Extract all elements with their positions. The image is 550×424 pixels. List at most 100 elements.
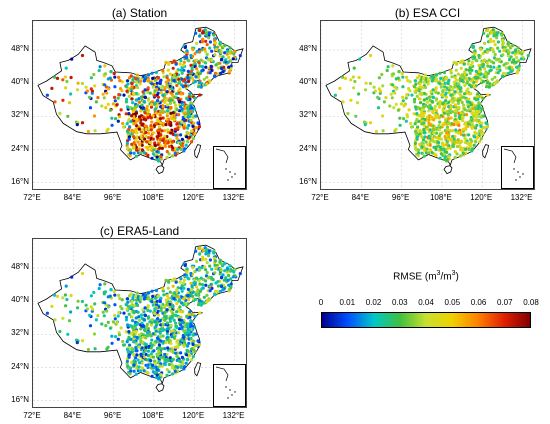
- station-point: [415, 94, 419, 98]
- station-point: [434, 146, 438, 150]
- station-point: [161, 334, 165, 338]
- station-point: [150, 71, 154, 75]
- station-point: [117, 75, 121, 79]
- station-point: [209, 64, 213, 68]
- station-point: [146, 146, 150, 150]
- station-point: [154, 329, 159, 333]
- station-point: [144, 130, 148, 135]
- station-point: [221, 273, 225, 277]
- station-point: [92, 114, 97, 118]
- station-point: [199, 303, 203, 307]
- station-point: [64, 284, 68, 288]
- station-point: [200, 287, 204, 291]
- station-point: [145, 140, 149, 144]
- station-point: [495, 31, 499, 35]
- x-tick-label: 84°E: [63, 193, 82, 202]
- station-point: [158, 331, 162, 335]
- station-point: [70, 275, 74, 279]
- station-point: [441, 143, 445, 148]
- station-point: [138, 151, 143, 155]
- station-point: [178, 80, 182, 84]
- station-point: [185, 49, 189, 53]
- station-point: [197, 125, 202, 129]
- station-point: [202, 77, 206, 81]
- station-point: [441, 108, 445, 112]
- station-point: [157, 376, 161, 380]
- station-point: [420, 151, 424, 155]
- station-point: [128, 343, 132, 347]
- station-point: [393, 91, 397, 95]
- station-point: [491, 28, 495, 32]
- panel-station: (a) Station 48°N 40°N 32°N 24°N 16°N 72°E 84°E…: [11, 6, 247, 202]
- station-point: [429, 115, 433, 119]
- station-point: [132, 151, 136, 155]
- station-point: [173, 151, 177, 155]
- station-point: [156, 317, 160, 321]
- station-point: [85, 89, 89, 93]
- station-point: [164, 358, 168, 362]
- station-point: [394, 102, 398, 106]
- station-point: [382, 100, 386, 104]
- station-point: [125, 89, 129, 93]
- south-china-sea-inset: [501, 146, 534, 189]
- station-point: [164, 123, 168, 127]
- station-point: [419, 101, 423, 105]
- station-point: [126, 364, 130, 368]
- station-point: [226, 60, 230, 64]
- station-point: [462, 76, 466, 80]
- station-point: [140, 361, 144, 365]
- station-point: [440, 131, 444, 135]
- station-point: [171, 364, 175, 368]
- station-point: [116, 96, 120, 100]
- station-point: [119, 108, 123, 112]
- station-point: [178, 305, 182, 309]
- station-point: [138, 143, 142, 147]
- station-point: [174, 76, 178, 80]
- station-point: [182, 340, 187, 344]
- station-point: [433, 104, 437, 108]
- station-point: [106, 127, 110, 131]
- station-point: [219, 50, 223, 54]
- station-point: [164, 140, 168, 144]
- station-point: [131, 101, 135, 105]
- station-point: [193, 132, 197, 136]
- station-point: [86, 129, 90, 134]
- station-point: [198, 268, 202, 272]
- station-point: [130, 97, 134, 101]
- station-point: [208, 46, 212, 50]
- station-point: [138, 300, 142, 304]
- station-point: [194, 293, 198, 297]
- station-point: [143, 111, 147, 115]
- station-point: [409, 121, 413, 126]
- station-point: [103, 64, 107, 68]
- station-point: [167, 78, 171, 82]
- station-point: [439, 145, 443, 149]
- taiwan-boundary: [194, 362, 202, 377]
- colorbar-title-text: RMSE: [393, 271, 423, 283]
- station-point: [110, 123, 114, 127]
- station-point: [465, 100, 470, 104]
- station-point: [205, 82, 209, 86]
- station-point: [453, 150, 457, 154]
- station-point: [452, 60, 456, 64]
- station-point: [187, 123, 191, 127]
- station-point: [195, 344, 199, 348]
- station-point: [467, 133, 471, 137]
- station-point: [175, 108, 179, 112]
- station-point: [169, 105, 173, 110]
- station-point: [477, 70, 481, 74]
- station-point: [482, 58, 487, 62]
- station-point: [178, 87, 182, 91]
- station-point: [189, 129, 194, 133]
- station-point: [177, 109, 181, 113]
- station-point: [423, 124, 427, 128]
- station-point: [154, 152, 159, 156]
- station-point: [504, 66, 508, 70]
- station-point: [201, 37, 205, 41]
- station-point: [165, 303, 169, 307]
- station-point: [422, 76, 426, 80]
- station-point: [127, 312, 131, 316]
- station-point: [154, 121, 158, 125]
- station-point: [415, 135, 419, 139]
- station-point: [208, 258, 212, 262]
